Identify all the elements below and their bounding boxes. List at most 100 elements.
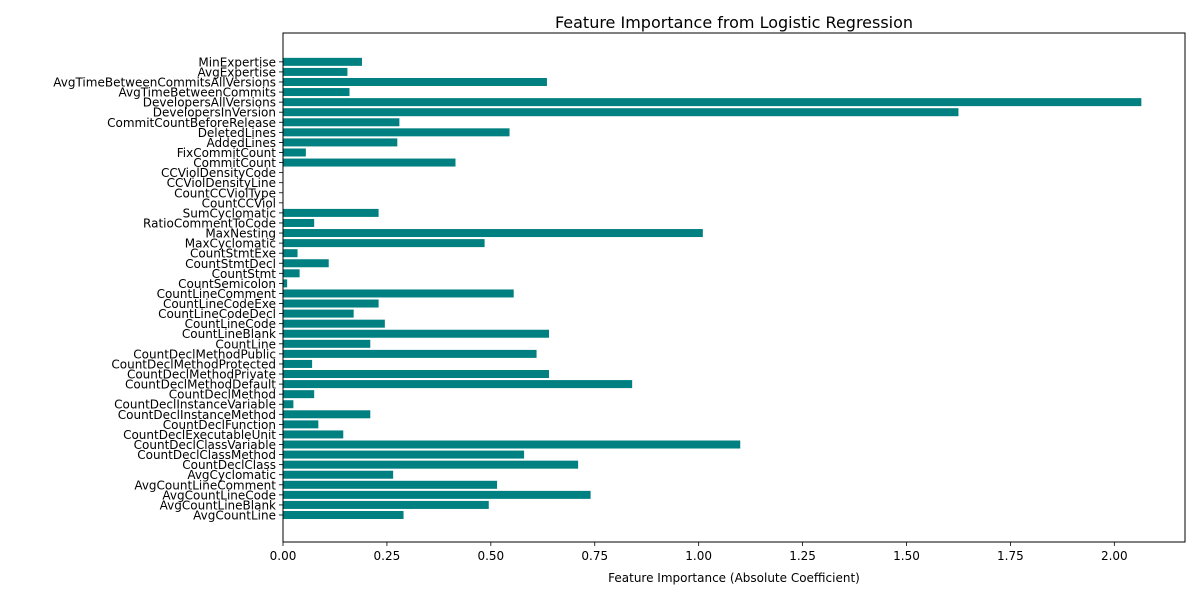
y-tick-label: CountLineComment [157,287,277,301]
chart-title: Feature Importance from Logistic Regress… [555,13,913,32]
bar-AvgCountLineBlank [283,500,489,509]
bar-AvgCountLine [283,511,404,519]
y-tick-label: CountDeclMethod [169,388,276,402]
bar-CountDeclMethodPrivate [283,370,550,379]
bar-AvgCountLineCode [283,490,591,499]
x-tick-label: 1.25 [789,549,816,563]
y-tick-label: CountDeclMethodPublic [133,347,276,361]
y-tick-label: CountDeclMethodProtected [111,357,276,371]
bar-FixCommitCount [283,148,306,157]
bar-CountStmt [283,269,300,278]
bar-CountLineCodeExe [283,299,379,308]
y-tick-label: AvgTimeBetweenCommitsAllVersions [53,75,276,89]
bar-CountDeclClass [283,460,579,469]
bar-CountDeclClassMethod [283,450,525,459]
y-tick-label: CountStmtExe [190,247,276,261]
x-tick-label: 1.50 [893,549,920,563]
bar-SumCyclomatic [283,208,379,217]
y-tick-label: AvgCountLineBlank [160,498,276,512]
y-tick-labels: AvgCountLineAvgCountLineBlankAvgCountLin… [53,55,283,523]
y-tick-label: CountLineCodeDecl [158,307,276,321]
y-tick-label: DeletedLines [198,126,276,140]
y-tick-label: MaxCyclomatic [185,237,276,251]
x-tick-label: 1.75 [997,549,1024,563]
bar-CountDeclFunction [283,420,319,429]
y-tick-label: CCViolDensityLine [167,176,276,190]
y-tick-label: CountLine [215,337,276,351]
y-tick-label: RatioCommentToCode [143,216,276,230]
y-tick-label: AvgTimeBetweenCommits [119,86,277,100]
y-tick-label: MinExpertise [198,55,276,69]
x-tick-label: 2.00 [1101,549,1128,563]
y-tick-label: CommitCountBeforeRelease [107,116,276,130]
y-tick-label: CountLineBlank [182,327,276,341]
y-tick-label: MaxNesting [205,227,276,241]
bar-CountLineCode [283,319,385,328]
y-tick-label: AvgCountLineCode [162,488,276,502]
bar-MinExpertise [283,57,362,66]
bar-CountStmtExe [283,249,298,258]
y-tick-label: DevelopersAllVersions [143,96,276,110]
bar-CountLine [283,339,371,348]
plot-frame [282,32,1186,543]
y-tick-label: CountLineCodeExe [163,297,276,311]
bar-CountDeclInstanceVariable [283,400,294,409]
y-tick-label: CountDeclMethodDefault [125,378,276,392]
x-tick-label: 0.00 [270,549,297,563]
y-tick-label: CountDeclClassMethod [137,448,276,462]
y-tick-label: CountLineCode [185,317,276,331]
bar-RatioCommentToCode [283,218,315,227]
bar-AvgCountLineComment [283,480,498,489]
x-tick-label: 0.50 [477,549,504,563]
y-tick-label: CountDeclFunction [163,418,276,432]
bar-CountDeclInstanceMethod [283,410,371,419]
y-tick-label: AddedLines [207,136,277,150]
x-ticks: 0.00 0.25 0.50 0.75 1.00 1.25 1.50 1.75 2.00 [270,542,1128,563]
y-tick-label: AvgCountLineComment [134,478,276,492]
y-tick-label: FixCommitCount [177,146,277,160]
x-tick-label: 0.25 [374,549,401,563]
x-tick-label: 0.75 [581,549,608,563]
y-tick-label: SumCyclomatic [183,206,276,220]
bar-CommitCountBeforeRelease [283,118,400,127]
y-tick-label: DevelopersInVersion [153,106,276,120]
bar-MaxCyclomatic [283,239,485,248]
bar-DevelopersAllVersions [283,98,1142,107]
bar-DeletedLines [283,128,510,137]
bar-CountSemicolon [283,279,288,288]
bar-CountDeclMethodProtected [283,359,313,368]
bar-AddedLines [283,138,398,147]
y-tick-label: CountDeclClass [182,458,276,472]
bars-group [283,57,1142,519]
bar-CountLineComment [283,289,514,298]
bar-AvgExpertise [283,67,348,76]
bar-MaxNesting [283,229,703,238]
bar-AvgTimeBetweenCommits [283,88,350,97]
x-tick-label: 1.00 [685,549,712,563]
y-tick-label: CountStmt [212,267,277,281]
bar-AvgTimeBetweenCommitsAllVersions [283,77,547,86]
y-tick-label: CCViolDensityCode [161,166,276,180]
x-axis-title: Feature Importance (Absolute Coefficient… [608,571,860,585]
y-tick-label: CountDeclClassVariable [134,438,276,452]
bar-CountLineCodeDecl [283,309,354,318]
y-tick-label: CountDeclExecutableUnit [123,428,276,442]
y-tick-label: CountDeclInstanceMethod [118,408,276,422]
y-tick-label: AvgExpertise [197,65,276,79]
y-tick-label: CountDeclMethodPrivate [127,368,276,382]
bar-DevelopersInVersion [283,108,959,117]
bar-CountDeclMethod [283,390,315,399]
y-tick-label: AvgCountLine [193,509,276,523]
y-tick-label: CountStmtDecl [185,257,276,271]
y-tick-label: AvgCyclomatic [187,468,276,482]
y-tick-label: CommitCount [193,156,276,170]
y-tick-label: CountDeclInstanceVariable [114,398,276,412]
bar-CountDeclExecutableUnit [283,430,344,439]
bar-CountLineBlank [283,329,550,338]
bar-CountDeclMethodPublic [283,349,537,358]
bar-CountDeclClassVariable [283,440,741,449]
y-tick-label: CountCCViol [202,196,276,210]
bar-AvgCyclomatic [283,470,394,479]
y-tick-label: CountSemicolon [178,277,276,291]
